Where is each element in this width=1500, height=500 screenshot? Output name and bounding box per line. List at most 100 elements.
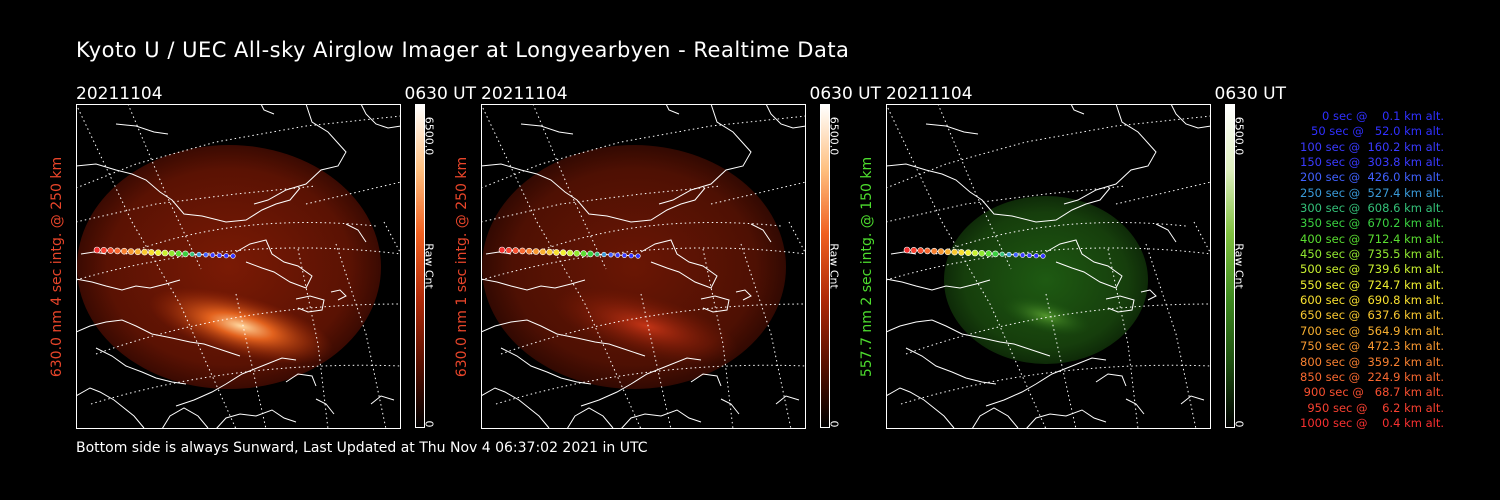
track-point (594, 251, 600, 257)
track-point (580, 250, 587, 257)
track-point (978, 250, 986, 257)
track-point (154, 249, 162, 256)
track-point (107, 247, 114, 254)
track-point (553, 249, 560, 256)
track-point (903, 246, 911, 254)
colorbar-min: 0 (827, 420, 841, 428)
track-point (114, 247, 121, 255)
panel-ylabel: 557.7 nm 2 sec intg. @ 150 km (859, 156, 875, 378)
panel-date: 20211104 (76, 84, 163, 104)
legend-row: 150 sec @ 303.8 km alt. (1296, 155, 1444, 170)
lat-lon-grid (76, 104, 401, 429)
track-point (93, 246, 101, 254)
colorbar-1 (415, 104, 425, 428)
legend-row: 200 sec @ 426.0 km alt. (1296, 170, 1444, 185)
track-point (910, 247, 918, 254)
panel-date: 20211104 (886, 84, 973, 104)
track-point (566, 249, 574, 257)
imager-panel-2: 20211104 0630 UT 630.0 nm 1 sec intg. @ … (454, 84, 882, 430)
track-point (498, 246, 506, 254)
lat-lon-grid (481, 104, 806, 429)
coastline-overlay (76, 104, 401, 429)
allsky-image-2 (481, 104, 806, 429)
legend-row: 850 sec @ 224.9 km alt. (1296, 369, 1444, 384)
track-point (985, 250, 992, 257)
colorbar-unit: Raw Cnt (1232, 243, 1246, 289)
panel-time: 0630 UT (404, 84, 477, 104)
track-point (992, 250, 999, 258)
track-point (1013, 252, 1019, 258)
colorbar-max: 6500.0 (1232, 116, 1246, 156)
track-point (216, 252, 222, 258)
track-point (924, 247, 931, 255)
legend-row: 100 sec @ 160.2 km alt. (1296, 139, 1444, 154)
track-point (999, 251, 1005, 257)
track-point (615, 252, 621, 258)
colorbar-min: 0 (1232, 420, 1246, 428)
track-point (621, 252, 627, 258)
legend-row: 650 sec @ 637.6 km alt. (1296, 308, 1444, 323)
track-point (189, 251, 195, 257)
panel-ylabel: 630.0 nm 4 sec intg. @ 250 km (49, 156, 65, 378)
legend-row: 900 sec @ 68.7 km alt. (1300, 385, 1444, 400)
colorbar-min: 0 (422, 420, 436, 428)
track-point (196, 251, 202, 258)
altitude-legend: 0 sec @ 0.1 km alt. 50 sec @ 52.0 km alt… (1262, 109, 1444, 431)
legend-row: 0 sec @ 0.1 km alt. (1311, 109, 1444, 123)
colorbar-max: 6500.0 (422, 116, 436, 156)
satellite-track (903, 246, 1046, 259)
track-point (1026, 252, 1032, 258)
panel-time: 0630 UT (1214, 84, 1287, 104)
track-point (134, 248, 142, 256)
track-point (525, 247, 533, 255)
coastline-overlay (481, 104, 806, 429)
track-point (161, 249, 169, 257)
track-point (1020, 252, 1026, 258)
track-point (203, 252, 209, 258)
track-point (519, 247, 526, 255)
imager-panel-1: 20211104 0630 UT 630.0 nm 4 sec intg. @ … (49, 84, 477, 430)
panel-date: 20211104 (481, 84, 568, 104)
legend-row: 250 sec @ 527.4 km alt. (1296, 185, 1444, 200)
legend-row: 550 sec @ 724.7 km alt. (1296, 277, 1444, 292)
track-point (608, 252, 614, 258)
legend-row: 450 sec @ 735.5 km alt. (1296, 247, 1444, 262)
track-point (1033, 253, 1039, 259)
coastline-overlay (886, 104, 1211, 429)
satellite-track (93, 246, 236, 259)
track-point (1006, 251, 1012, 258)
track-point (210, 252, 216, 258)
track-point (532, 248, 540, 255)
track-point (587, 250, 594, 258)
track-point (628, 253, 634, 259)
track-point (971, 249, 979, 257)
legend-row: 800 sec @ 359.2 km alt. (1296, 354, 1444, 369)
track-point (964, 249, 972, 256)
track-point (505, 247, 513, 254)
panel-time: 0630 UT (809, 84, 882, 104)
track-point (559, 249, 567, 256)
track-point (917, 247, 924, 254)
track-point (100, 247, 108, 254)
allsky-image-1 (76, 104, 401, 429)
track-point (930, 247, 938, 255)
track-point (958, 249, 965, 256)
legend-row: 700 sec @ 564.9 km alt. (1296, 323, 1444, 338)
legend-row: 400 sec @ 712.4 km alt. (1296, 231, 1444, 246)
track-point (223, 253, 229, 259)
satellite-track (498, 246, 641, 259)
imager-panel-3: 20211104 0630 UT 557.7 nm 2 sec intg. @ … (859, 84, 1287, 430)
legend-row: 300 sec @ 608.6 km alt. (1296, 201, 1444, 216)
track-point (230, 253, 236, 259)
track-point (601, 251, 607, 258)
track-point (127, 248, 135, 255)
track-point (1040, 253, 1046, 259)
track-point (573, 250, 581, 257)
legend-row: 750 sec @ 472.3 km alt. (1296, 339, 1444, 354)
track-point (944, 248, 952, 256)
legend-row: 1000 sec @ 0.4 km alt. (1300, 415, 1444, 430)
track-point (168, 250, 176, 257)
legend-row: 50 sec @ 52.0 km alt. (1303, 124, 1444, 139)
footer-note: Bottom side is always Sunward, Last Upda… (76, 440, 648, 456)
colorbar-unit: Raw Cnt (827, 243, 841, 289)
